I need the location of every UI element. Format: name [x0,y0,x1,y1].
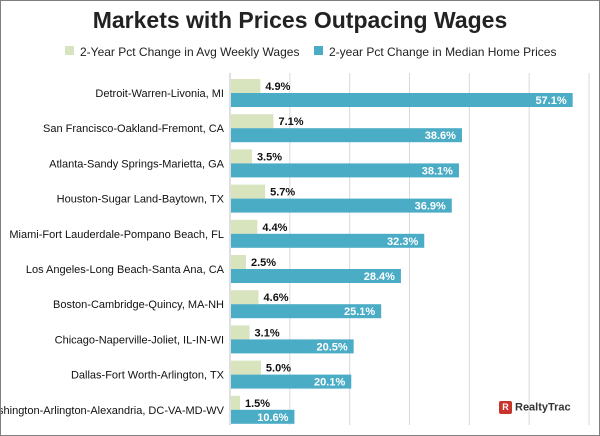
category-label: Detroit-Warren-Livonia, MI [95,88,224,100]
legend-label-home-prices: 2-year Pct Change in Median Home Prices [329,44,557,59]
data-label-wages: 1.5% [245,398,270,410]
bar-home-prices [231,269,401,283]
legend-label-wages: 2-Year Pct Change in Avg Weekly Wages [80,44,300,59]
category-label: Houston-Sugar Land-Baytown, TX [57,194,225,206]
bar-wages [231,325,250,340]
data-label-home-prices: 38.6% [425,130,456,142]
category-label: Boston-Cambridge-Quincy, MA-NH [53,299,224,311]
bar-wages [231,114,274,129]
data-label-wages: 4.4% [262,222,287,234]
data-label-wages: 7.1% [278,116,303,128]
data-label-home-prices: 10.6% [257,412,288,424]
data-label-wages: 2.5% [251,257,276,269]
bar-home-prices [231,409,295,424]
legend-swatch-wages [65,46,74,56]
legend-entry-home-prices: 2-year Pct Change in Median Home Prices [314,44,557,59]
bar-wages [231,290,259,305]
data-label-wages: 3.5% [257,151,282,163]
data-label-wages: 4.6% [264,292,289,304]
data-label-wages: 5.0% [266,363,291,375]
bar-home-prices [231,198,452,213]
category-label: Atlanta-Sandy Springs-Marietta, GA [49,158,225,170]
bar-home-prices [231,163,459,178]
category-label: Miami-Fort Lauderdale-Pompano Beach, FL [9,229,224,241]
bar-wages [231,149,252,164]
bar-home-prices [231,304,382,319]
category-label: Los Angeles-Long Beach-Santa Ana, CA [26,264,225,276]
bar-home-prices [231,374,352,389]
category-label: San Francisco-Oakland-Fremont, CA [43,123,225,135]
data-label-wages: 3.1% [255,327,280,339]
bar-home-prices [231,93,573,107]
legend-swatch-home-prices [314,46,323,56]
bar-wages [231,219,258,234]
legend-entry-wages: 2-Year Pct Change in Avg Weekly Wages [65,44,300,59]
bar-wages [231,395,240,410]
realtytrac-logo: R RealtyTrac [499,401,571,417]
bar-wages [231,184,266,199]
data-label-wages: 4.9% [265,81,290,93]
data-label-home-prices: 20.1% [314,377,345,389]
category-label: Washington-Arlington-Alexandria, DC-VA-M… [1,405,225,417]
data-label-home-prices: 57.1% [535,95,566,107]
data-label-home-prices: 36.9% [415,201,446,213]
data-label-home-prices: 32.3% [387,236,418,248]
data-label-home-prices: 20.5% [316,341,347,353]
bar-home-prices [231,233,425,248]
bar-wages [231,79,261,93]
bar-home-prices [231,128,462,143]
data-label-home-prices: 28.4% [364,271,395,283]
chart-title: Markets with Prices Outpacing Wages [92,7,508,33]
bar-wages [231,255,246,269]
data-label-home-prices: 38.1% [422,165,453,177]
category-label: Chicago-Naperville-Joliet, IL-IN-WI [55,334,224,346]
bar-wages [231,360,261,375]
realtytrac-logo-icon: R [499,401,512,414]
bar-home-prices [231,339,354,354]
data-label-home-prices: 25.1% [344,306,375,318]
data-label-wages: 5.7% [270,187,295,199]
realtytrac-logo-text: RealtyTrac [515,401,571,414]
category-label: Dallas-Fort Worth-Arlington, TX [71,370,225,382]
